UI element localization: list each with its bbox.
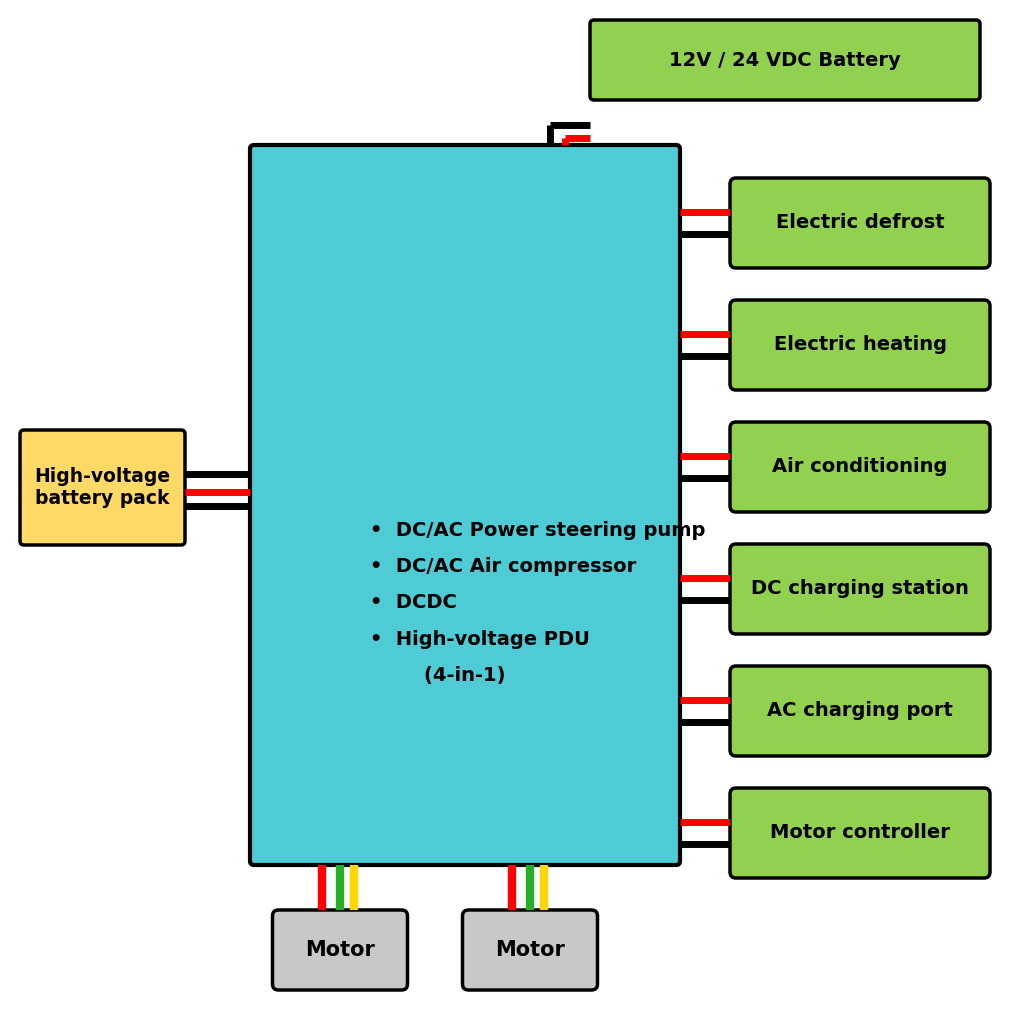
Text: Motor controller: Motor controller	[770, 823, 950, 843]
Text: AC charging port: AC charging port	[767, 701, 953, 721]
FancyBboxPatch shape	[272, 910, 408, 990]
Text: Electric defrost: Electric defrost	[776, 213, 944, 232]
Text: High-voltage
battery pack: High-voltage battery pack	[35, 467, 171, 508]
FancyBboxPatch shape	[730, 544, 990, 634]
FancyBboxPatch shape	[20, 430, 185, 545]
Text: Electric heating: Electric heating	[773, 336, 946, 354]
Text: Motor: Motor	[305, 940, 375, 961]
FancyBboxPatch shape	[250, 145, 680, 865]
FancyBboxPatch shape	[730, 666, 990, 756]
Text: (4-in-1): (4-in-1)	[370, 666, 506, 685]
FancyBboxPatch shape	[463, 910, 597, 990]
Text: •  High-voltage PDU: • High-voltage PDU	[370, 630, 590, 648]
Text: •  DC/AC Power steering pump: • DC/AC Power steering pump	[370, 520, 706, 540]
FancyBboxPatch shape	[590, 20, 980, 100]
FancyBboxPatch shape	[730, 178, 990, 268]
Text: Motor: Motor	[495, 940, 565, 961]
Text: •  DCDC: • DCDC	[370, 593, 457, 612]
FancyBboxPatch shape	[730, 300, 990, 390]
Text: •  DC/AC Air compressor: • DC/AC Air compressor	[370, 557, 636, 575]
FancyBboxPatch shape	[730, 788, 990, 878]
Text: 12V / 24 VDC Battery: 12V / 24 VDC Battery	[669, 50, 901, 70]
Text: DC charging station: DC charging station	[751, 580, 969, 598]
Text: Air conditioning: Air conditioning	[772, 458, 947, 476]
FancyBboxPatch shape	[730, 422, 990, 512]
